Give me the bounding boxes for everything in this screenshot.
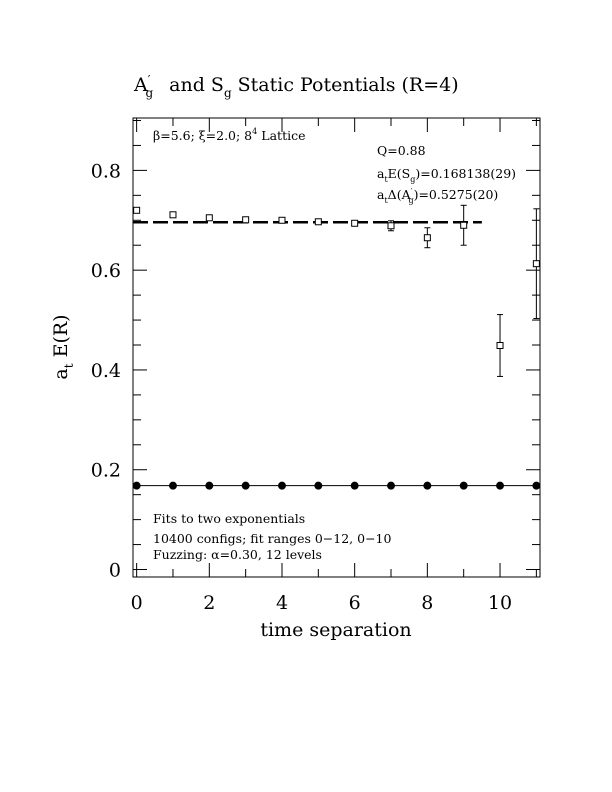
y-tick-label: 0.6 [91, 260, 121, 282]
data-point-square [387, 222, 395, 230]
x-tick-label: 10 [488, 592, 512, 614]
x-tick-label: 0 [131, 592, 143, 614]
annotation-energy-s: atE(Sg)=0.168138(29) [377, 166, 516, 184]
data-point-square [532, 260, 540, 268]
data-points [132, 204, 541, 490]
x-tick-label: 2 [203, 592, 215, 614]
annotation-energy-a: atΔ(A′ g)=0.5275(20) [377, 187, 498, 205]
data-point-circle [423, 481, 432, 490]
data-point-square [314, 218, 322, 226]
fit-lines [133, 221, 540, 487]
x-tick-label: 8 [421, 592, 433, 614]
plot-frame [132, 117, 541, 578]
title-s-sub: g [224, 86, 232, 100]
data-point-circle [277, 481, 286, 490]
x-tick-label: 4 [276, 592, 288, 614]
data-point-square [133, 206, 141, 214]
data-point-circle [205, 481, 214, 490]
x-tick-label: 6 [349, 592, 361, 614]
x-axis-label: time separation [260, 619, 411, 641]
annotation-lattice: β=5.6; ξ=2.0; 843 Lattice [153, 127, 306, 143]
data-point-circle [459, 481, 468, 490]
title-a-prime: ′ [148, 73, 151, 87]
annotation-fits-1: Fits to two exponentials [153, 511, 305, 526]
title-a: A [133, 74, 148, 96]
axis-ticks [133, 118, 540, 577]
data-point-square [423, 234, 431, 242]
y-tick-label: 0.8 [91, 160, 121, 182]
y-tick-label: 0.2 [91, 460, 121, 482]
data-point-square [496, 342, 504, 350]
data-point-circle [132, 481, 141, 490]
data-point-square [278, 216, 286, 224]
data-point-circle [350, 481, 359, 490]
y-tick-label: 0.4 [91, 360, 121, 382]
data-point-circle [496, 481, 505, 490]
title-rest: Static Potentials (R=4) [238, 74, 459, 96]
data-point-circle [168, 481, 177, 490]
data-point-circle [314, 481, 323, 490]
data-point-square [169, 211, 177, 219]
data-point-square [351, 219, 359, 227]
title-a-sub: g [145, 86, 153, 100]
data-point-square [242, 216, 250, 224]
data-point-square [460, 221, 468, 229]
data-point-circle [532, 481, 541, 490]
y-tick-label: 0 [109, 560, 121, 582]
data-point-circle [387, 481, 396, 490]
data-point-square [205, 214, 213, 222]
annotation-fits-2: 10400 configs; fit ranges 0−12, 0−10 [153, 531, 392, 546]
chart-title: A′ g and Sg Static Potentials (R=4) [133, 73, 459, 100]
title-and-s: and S [169, 74, 224, 96]
y-axis-label: atE(R) [50, 314, 76, 379]
axis-tick-labels: 0 2 4 6 8 10 0 0.2 0.4 0.6 0.8 [91, 160, 512, 614]
data-point-circle [241, 481, 250, 490]
annotation-q: Q=0.88 [377, 143, 426, 158]
annotation-fits-3: Fuzzing: α=0.30, 12 levels [153, 547, 322, 562]
